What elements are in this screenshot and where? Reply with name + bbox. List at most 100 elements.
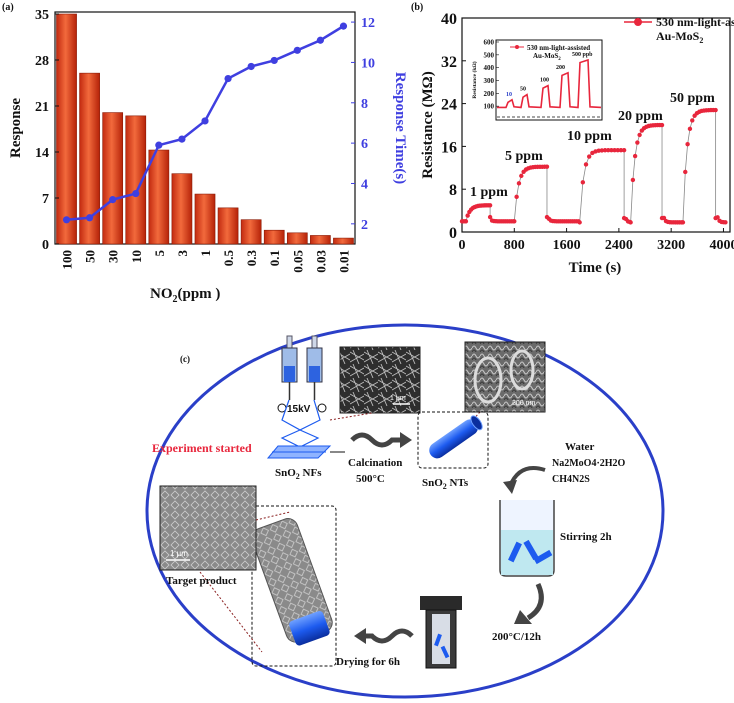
resistance-point <box>580 180 586 185</box>
panel-b-axes-frame <box>461 17 731 233</box>
autoclave-lid <box>420 596 462 610</box>
a-xtick-label: 10 <box>129 250 144 263</box>
beaker-liquid <box>501 530 553 575</box>
nanotube-box <box>417 411 489 469</box>
a-ytick-label: 35 <box>35 8 49 23</box>
reagent-2: CH4N2S <box>552 474 590 485</box>
resistance-point <box>723 220 728 225</box>
a-ytick-right-label: 12 <box>361 16 375 31</box>
bar-100 <box>56 13 77 245</box>
b-ytick-label: 24 <box>441 97 457 114</box>
a-xtick-label: 3 <box>175 250 190 257</box>
resistance-point <box>685 141 690 147</box>
b-xtick-label: 800 <box>504 238 525 253</box>
sem2-tube-1 <box>473 356 503 404</box>
resistance-point <box>514 194 519 200</box>
sno2-nfs-label: SnO2 NFs <box>275 467 322 481</box>
a-xtick-label: 0.3 <box>244 250 259 267</box>
inset-annotation: 100 <box>540 78 549 84</box>
bar-0.05 <box>286 232 308 245</box>
sno2-nts-main: SnO <box>422 477 443 489</box>
a-ytick-right-label: 8 <box>361 97 368 112</box>
resistance-point <box>628 220 633 225</box>
stirring-text: Stirring 2h <box>560 531 612 543</box>
resistance-point <box>606 147 611 153</box>
a-ytick-label: 28 <box>35 54 49 69</box>
calcination-temp: 500°C <box>356 473 385 485</box>
a-ytick-right-label: 4 <box>361 177 368 192</box>
sno2-nfs-sub: 2 <box>296 472 300 481</box>
a-ytick-right-label: 2 <box>361 218 368 233</box>
sno2-nts-sub: 2 <box>443 482 447 491</box>
panel-a-xlabel-main: NO <box>150 286 173 302</box>
a-xtick-label: 0.01 <box>336 250 351 273</box>
resistance-point <box>637 132 642 138</box>
legend-line-1: 530 nm-light-assisted <box>656 15 734 29</box>
b-xtick-label: 4000 <box>709 238 734 253</box>
sem3-leader <box>255 511 291 521</box>
b-annotation: 1 ppm <box>470 185 508 200</box>
panel-b-inset: 100 200 300 400 500 600 10 50 100 200 500 ppb Res… <box>471 39 603 121</box>
resistance-point <box>690 118 695 123</box>
inset-annotation: 200 <box>556 65 565 71</box>
syringe-plunger-2 <box>311 335 318 349</box>
nanofiber-mat <box>266 445 345 459</box>
experiment-started: Experiment started <box>152 441 252 455</box>
resistance-point <box>609 147 614 153</box>
b-annotation: 20 ppm <box>618 109 663 124</box>
inset-legend-line-2: Au-MoS <box>533 52 558 60</box>
sem2-tube-2 <box>509 349 535 391</box>
a-xtick-label: 5 <box>152 250 167 257</box>
a-xtick-label: 0.5 <box>221 250 236 267</box>
b-annotation: 50 ppm <box>670 91 715 106</box>
autoclave-tube-2 <box>440 645 450 659</box>
b-ytick-label: 40 <box>441 11 457 28</box>
inset-ytick-label: 600 <box>484 39 495 47</box>
response-time-point-0.05 <box>293 46 301 54</box>
resistance-point <box>577 220 582 225</box>
response-time-point-10 <box>132 189 140 198</box>
bar-10 <box>125 115 147 245</box>
a-xtick-label: 0.05 <box>290 250 305 273</box>
response-time-point-50 <box>86 214 94 222</box>
response-time-point-0.3 <box>247 62 255 71</box>
resistance-point <box>487 203 493 208</box>
resistance-point <box>596 148 601 153</box>
drying-arrow <box>366 628 414 644</box>
resistance-point <box>602 148 608 153</box>
b-xtick-label: 0 <box>459 238 466 253</box>
calcination-text: Calcination <box>348 457 402 469</box>
resistance-point <box>632 153 638 159</box>
target-box <box>251 505 337 667</box>
panel-c-label: (c) <box>180 354 190 364</box>
response-time-point-30 <box>109 196 117 204</box>
panel-b-legend: 530 nm-light-assisted Au-MoS2 <box>624 15 734 45</box>
bar-5 <box>148 149 170 245</box>
sno2-nfs-main: SnO <box>275 467 296 479</box>
resistance-point <box>680 220 686 225</box>
resistance-point <box>713 107 718 113</box>
inset-ylabel: Resistance (kΩ) <box>471 61 478 98</box>
beaker <box>499 500 555 577</box>
sem3-scale-text: 1 µm <box>170 549 188 558</box>
panel-a-chart: (a) 0 7 14 21 28 35 2 4 6 8 10 12 100 50 30 10 5 3 1 0.5 0… <box>2 2 408 305</box>
a-xtick-label: 100 <box>60 250 75 270</box>
panel-b-ylabel: Resistance (MΩ) <box>420 71 436 178</box>
bar-0.1 <box>263 229 285 245</box>
panel-a-ylabel: Response <box>8 98 24 158</box>
a-xtick-label: 50 <box>83 250 98 263</box>
nanotube-drawing <box>429 415 483 459</box>
resistance-point <box>583 162 589 167</box>
response-time-point-0.5 <box>224 74 232 83</box>
inset-ytick-label: 300 <box>484 77 495 85</box>
resistance-point <box>512 219 517 224</box>
resistance-point <box>599 148 605 153</box>
target-rod-core <box>289 611 330 646</box>
bar-0.03 <box>310 235 331 245</box>
drying-arrowhead <box>354 628 366 644</box>
syringe-fluid-1 <box>284 366 295 382</box>
legend-line-2: Au-MoS <box>656 29 700 43</box>
jet-2 <box>298 399 321 447</box>
inset-curve <box>497 58 602 109</box>
